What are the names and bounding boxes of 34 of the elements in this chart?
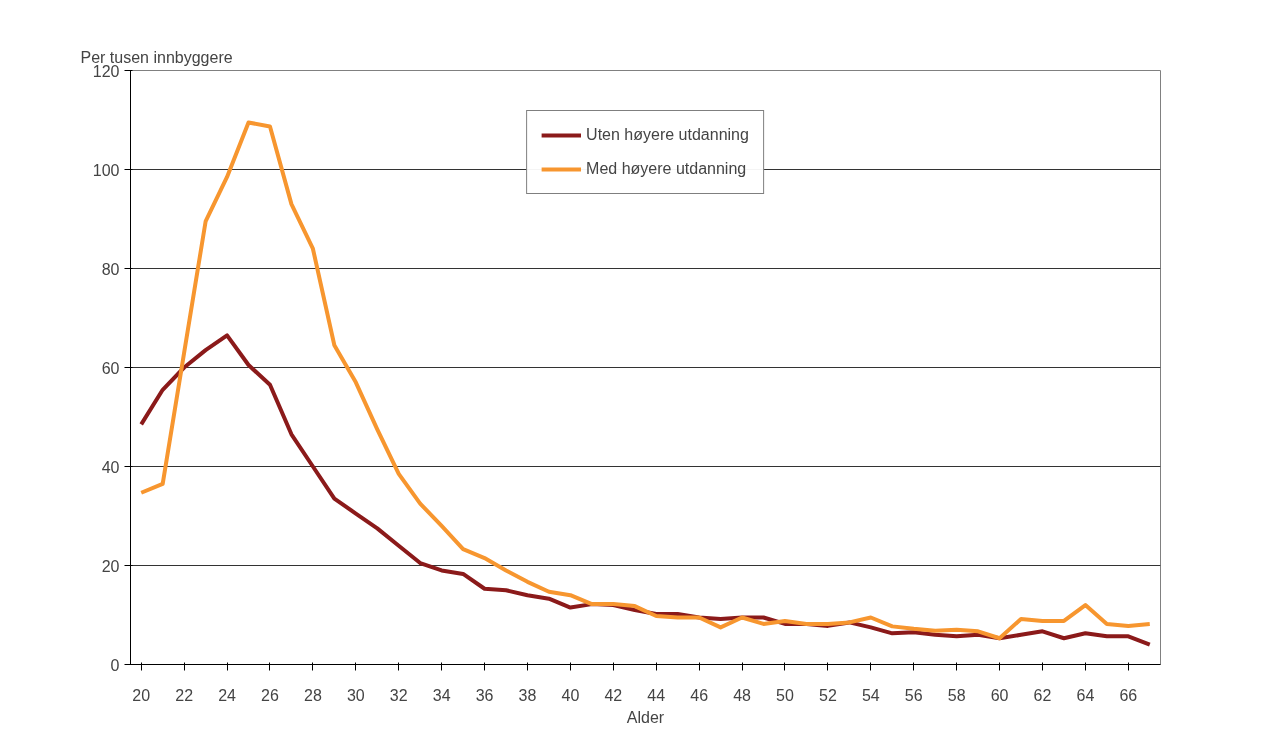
x-tick-label: 34	[432, 686, 451, 704]
x-tick-label: 36	[475, 686, 494, 704]
line-series	[139, 120, 1152, 641]
y-tick-label: 60	[101, 359, 120, 377]
y-tick-label: 100	[92, 161, 120, 179]
x-tick-label: 24	[218, 686, 237, 704]
x-tick-label: 26	[261, 686, 279, 704]
y-tick-label: 40	[101, 458, 120, 476]
y-tick-label: 0	[110, 656, 120, 674]
x-tick-label: 22	[175, 686, 194, 704]
x-tick-label: 62	[1033, 686, 1052, 704]
x-tick-label: 42	[604, 686, 623, 704]
x-tick-label: 64	[1076, 686, 1095, 704]
x-tick-label: 30	[346, 686, 365, 704]
x-tick-label: 20	[132, 686, 151, 704]
x-tick-label: 32	[389, 686, 408, 704]
x-tick-label: 58	[947, 686, 966, 704]
x-tick-label: 52	[819, 686, 837, 704]
legend-label: Med høyere utdanning	[586, 160, 747, 178]
x-tick-label: 56	[904, 686, 923, 704]
x-axis-title: Alder	[626, 708, 665, 726]
x-tick-label: 40	[561, 686, 580, 704]
x-tick-label: 28	[304, 686, 322, 704]
x-tick-label: 48	[733, 686, 752, 704]
y-tick-label: 20	[101, 557, 120, 575]
x-tick-label: 66	[1119, 686, 1138, 704]
x-tick-label: 54	[861, 686, 880, 704]
x-tick-label: 60	[990, 686, 1009, 704]
x-tick-label: 50	[776, 686, 794, 704]
x-tick-label: 38	[518, 686, 537, 704]
x-tick-label: 46	[690, 686, 709, 704]
y-tick-label: 80	[101, 260, 120, 278]
legend-label: Uten høyere utdanning	[586, 126, 749, 144]
x-tick-label: 44	[647, 686, 666, 704]
